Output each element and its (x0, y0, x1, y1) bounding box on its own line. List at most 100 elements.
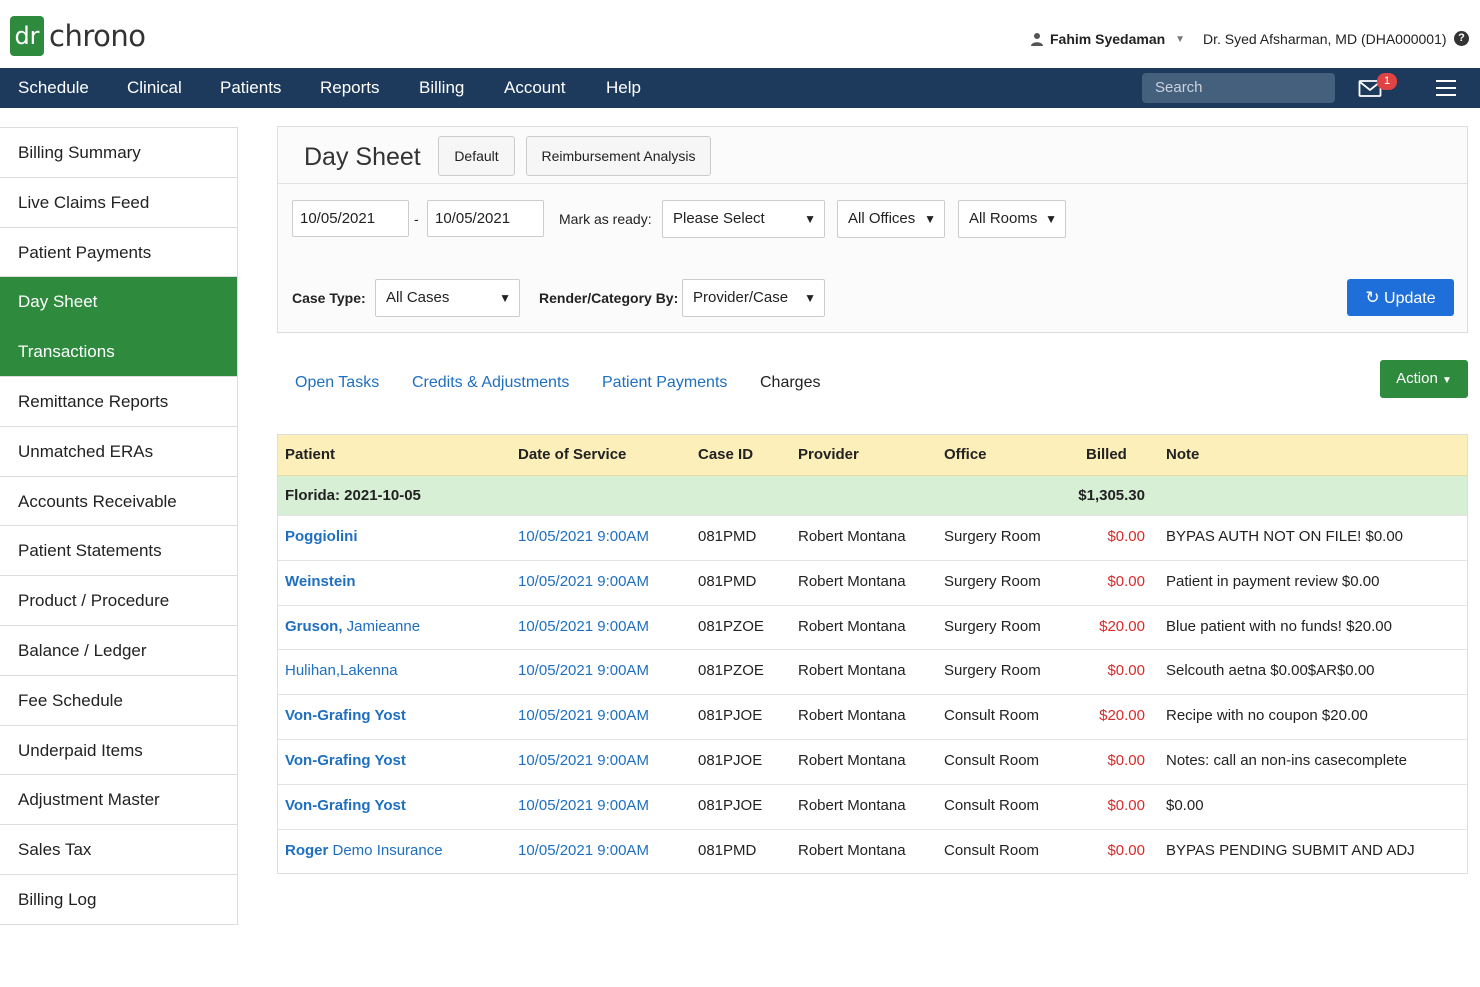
date-of-service-link[interactable]: 10/05/2021 9:00AM (518, 841, 649, 859)
rooms-select[interactable]: All Rooms ▼ (958, 200, 1066, 238)
nav-patients[interactable]: Patients (220, 78, 282, 97)
date-of-service-link[interactable]: 10/05/2021 9:00AM (518, 707, 649, 725)
col-date-of-service[interactable]: Date of Service (518, 446, 627, 463)
action-button[interactable]: Action ▼ (1380, 360, 1468, 398)
nav-account[interactable]: Account (504, 78, 566, 97)
chevron-down-icon: ▼ (1175, 33, 1186, 45)
col-billed[interactable]: Billed (1086, 446, 1127, 463)
case-id: 081PMD (698, 841, 757, 859)
patient-link[interactable]: Von-Grafing Yost (285, 751, 406, 769)
sidebar-item-unmatched-eras[interactable]: Unmatched ERAs (0, 426, 237, 477)
table-header: Patient Date of Service Case ID Provider… (278, 435, 1467, 475)
menu-icon[interactable] (1436, 80, 1456, 96)
patient-link[interactable]: Von-Grafing Yost (285, 707, 406, 725)
date-of-service-link[interactable]: 10/05/2021 9:00AM (518, 528, 649, 545)
sidebar-item-billing-summary[interactable]: Billing Summary (0, 128, 237, 178)
rooms-value: All Rooms (969, 210, 1038, 227)
day-sheet-panel: Day Sheet Default Reimbursement Analysis… (277, 126, 1468, 333)
nav-reports[interactable]: Reports (320, 78, 380, 97)
user-icon (1031, 33, 1043, 46)
tab-patient-payments[interactable]: Patient Payments (602, 374, 728, 391)
note: $0.00 (1166, 796, 1204, 814)
sidebar-item-live-claims-feed[interactable]: Live Claims Feed (0, 177, 237, 228)
sidebar-item-underpaid-items[interactable]: Underpaid Items (0, 725, 237, 776)
col-note[interactable]: Note (1166, 446, 1200, 463)
patient-link[interactable]: Roger Demo Insurance (285, 841, 443, 859)
provider-label[interactable]: Dr. Syed Afsharman, MD (DHA000001) (1203, 31, 1447, 47)
patient-link[interactable]: Von-Grafing Yost (285, 796, 406, 814)
sidebar-item-adjustment-master[interactable]: Adjustment Master (0, 775, 237, 826)
sidebar-item-day-sheet[interactable]: Day Sheet (0, 277, 237, 328)
sidebar-item-sales-tax[interactable]: Sales Tax (0, 825, 237, 875)
refresh-icon: ↻ (1365, 288, 1380, 307)
office: Consult Room (944, 796, 1040, 814)
sidebar-item-fee-schedule[interactable]: Fee Schedule (0, 675, 237, 726)
reimbursement-analysis-button[interactable]: Reimbursement Analysis (526, 136, 711, 176)
office: Consult Room (944, 751, 1040, 769)
col-patient[interactable]: Patient (285, 446, 336, 463)
date-of-service-link[interactable]: 10/05/2021 9:00AM (518, 796, 649, 814)
date-of-service-link[interactable]: 10/05/2021 9:00AM (518, 572, 649, 590)
nav-billing[interactable]: Billing (419, 78, 465, 97)
patient-link[interactable]: Weinstein (285, 572, 356, 590)
provider: Robert Montana (798, 528, 906, 545)
user-name: Fahim Syedaman (1050, 31, 1166, 47)
case-type-label: Case Type: (292, 290, 366, 306)
date-to-input[interactable]: 10/05/2021 (427, 200, 544, 237)
patient-link[interactable]: Hulihan,Lakenna (285, 662, 398, 680)
nav-schedule[interactable]: Schedule (18, 78, 89, 97)
provider: Robert Montana (798, 796, 906, 814)
panel-header: Day Sheet Default Reimbursement Analysis (278, 127, 1467, 184)
page-title: Day Sheet (304, 143, 421, 171)
date-from-input[interactable]: 10/05/2021 (292, 200, 409, 237)
nav-clinical[interactable]: Clinical (127, 78, 182, 97)
col-case-id[interactable]: Case ID (698, 446, 754, 463)
note: Patient in payment review $0.00 (1166, 572, 1380, 590)
drchrono-logo[interactable]: dr chrono (10, 16, 146, 56)
sidebar-item-patient-payments[interactable]: Patient Payments (0, 227, 237, 278)
date-of-service-link[interactable]: 10/05/2021 9:00AM (518, 662, 649, 680)
tab-open-tasks[interactable]: Open Tasks (295, 374, 380, 391)
col-provider[interactable]: Provider (798, 446, 859, 463)
sidebar-item-transactions[interactable]: Transactions (0, 327, 237, 377)
offices-select[interactable]: All Offices ▼ (837, 200, 945, 238)
provider: Robert Montana (798, 751, 906, 769)
sidebar-item-patient-statements[interactable]: Patient Statements (0, 526, 237, 577)
col-office[interactable]: Office (944, 446, 987, 463)
main-nav: Schedule Clinical Patients Reports Billi… (0, 68, 1480, 108)
patient-link[interactable]: Gruson, Jamieanne (285, 617, 421, 635)
sidebar-item-billing-log[interactable]: Billing Log (0, 874, 237, 925)
group-billed-total: $1,305.30 (1078, 487, 1145, 504)
office: Consult Room (944, 707, 1040, 725)
date-of-service-link[interactable]: 10/05/2021 9:00AM (518, 617, 649, 635)
case-type-select[interactable]: All Cases ▼ (375, 279, 520, 317)
sidebar-item-remittance-reports[interactable]: Remittance Reports (0, 376, 237, 427)
tab-credits-adjustments[interactable]: Credits & Adjustments (412, 374, 570, 391)
note: Blue patient with no funds! $20.00 (1166, 617, 1392, 635)
office: Surgery Room (944, 617, 1041, 635)
sidebar-item-product-procedure[interactable]: Product / Procedure (0, 576, 237, 626)
mark-ready-select[interactable]: Please Select ▼ (662, 200, 825, 238)
case-id: 081PZOE (698, 662, 764, 680)
table-row: Gruson, Jamieanne 10/05/2021 9:00AM 081P… (278, 604, 1467, 650)
billed-amount: $0.00 (1107, 528, 1145, 545)
case-id: 081PJOE (698, 751, 763, 769)
offices-value: All Offices (848, 210, 916, 227)
provider: Robert Montana (798, 662, 906, 680)
search-input[interactable]: Search (1142, 73, 1335, 103)
sidebar-item-accounts-receivable[interactable]: Accounts Receivable (0, 476, 237, 527)
note: BYPAS PENDING SUBMIT AND ADJ (1166, 841, 1415, 859)
tab-charges[interactable]: Charges (760, 374, 821, 391)
default-button[interactable]: Default (438, 136, 515, 176)
render-category-label: Render/Category By: (539, 290, 679, 306)
render-category-select[interactable]: Provider/Case ▼ (682, 279, 825, 317)
help-icon[interactable]: ? (1454, 31, 1469, 46)
table-row: Weinstein 10/05/2021 9:00AM 081PMD Rober… (278, 559, 1467, 605)
sidebar-item-balance-ledger[interactable]: Balance / Ledger (0, 625, 237, 676)
user-menu[interactable]: Fahim Syedaman ▼ (1030, 31, 1185, 47)
nav-help[interactable]: Help (606, 78, 641, 97)
date-of-service-link[interactable]: 10/05/2021 9:00AM (518, 751, 649, 769)
patient-link[interactable]: Poggiolini (285, 528, 358, 545)
office: Consult Room (944, 841, 1040, 859)
update-button[interactable]: ↻ Update (1347, 279, 1454, 316)
